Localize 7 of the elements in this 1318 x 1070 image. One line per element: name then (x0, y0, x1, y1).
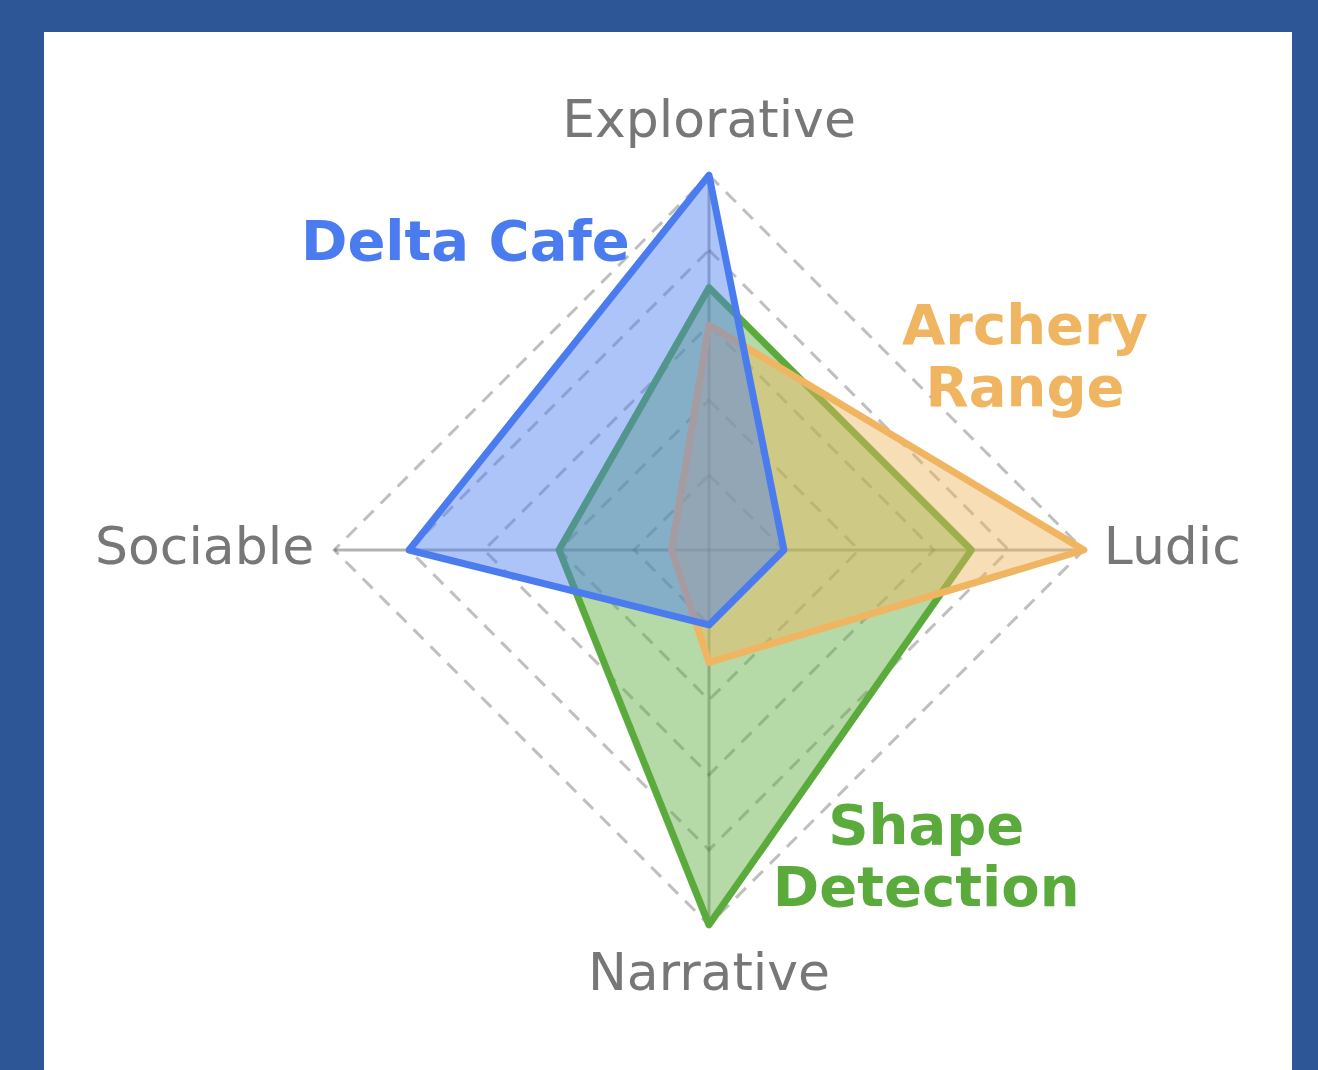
series-label: Shape Detection (772, 791, 1080, 919)
spoke-label: Sociable (95, 515, 315, 576)
series-label: Archery Range (901, 291, 1149, 419)
spoke-label: Narrative (587, 941, 831, 1002)
spoke-label: Explorative (562, 89, 856, 150)
series-label: Delta Cafe (300, 208, 630, 273)
spoke-label: Ludic (1103, 515, 1241, 576)
